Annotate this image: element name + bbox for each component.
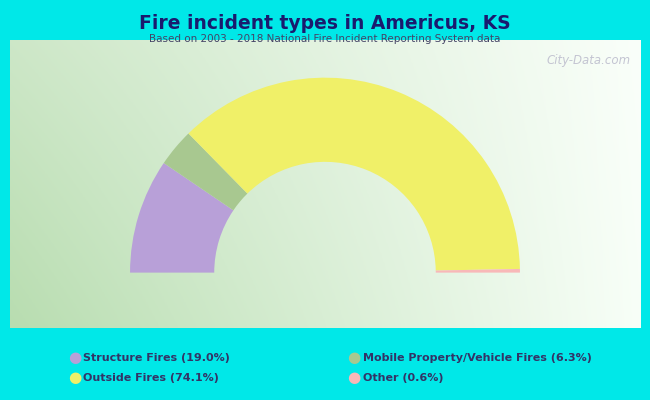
Wedge shape: [188, 78, 520, 270]
Text: ●: ●: [348, 350, 361, 366]
Text: ●: ●: [68, 350, 81, 366]
Wedge shape: [164, 134, 248, 210]
Text: Structure Fires (19.0%): Structure Fires (19.0%): [83, 353, 230, 363]
Text: Outside Fires (74.1%): Outside Fires (74.1%): [83, 373, 219, 383]
Text: Mobile Property/Vehicle Fires (6.3%): Mobile Property/Vehicle Fires (6.3%): [363, 353, 592, 363]
Text: Based on 2003 - 2018 National Fire Incident Reporting System data: Based on 2003 - 2018 National Fire Incid…: [150, 34, 500, 44]
Text: Other (0.6%): Other (0.6%): [363, 373, 443, 383]
Wedge shape: [130, 163, 233, 273]
Wedge shape: [436, 269, 520, 273]
Text: City-Data.com: City-Data.com: [547, 54, 630, 68]
Text: ●: ●: [68, 370, 81, 386]
Text: ●: ●: [348, 370, 361, 386]
Text: Fire incident types in Americus, KS: Fire incident types in Americus, KS: [139, 14, 511, 33]
